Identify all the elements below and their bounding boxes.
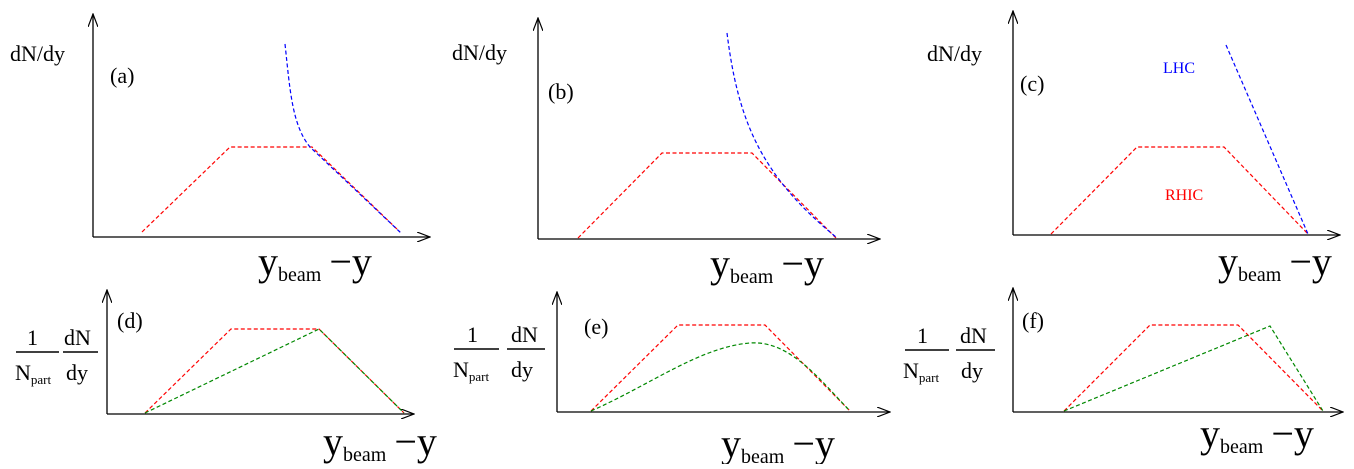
svg-text:dN: dN bbox=[511, 322, 538, 347]
x-axis-label: ybeam −y bbox=[258, 239, 372, 286]
green-curve bbox=[590, 342, 851, 412]
svg-text:1: 1 bbox=[917, 323, 928, 348]
y-axis-label: dN/dy bbox=[927, 41, 982, 66]
green-curve bbox=[1063, 325, 1324, 412]
panel-c: (c) dN/dy ybeam −y LHC RHIC bbox=[927, 11, 1340, 286]
x-axis-label: ybeam −y bbox=[1200, 411, 1314, 458]
panel-a: (a) dN/dy ybeam −y bbox=[10, 14, 430, 286]
panel-label: (b) bbox=[548, 79, 574, 104]
green-curve bbox=[144, 328, 405, 414]
y-axis-label: dN/dy bbox=[452, 40, 507, 65]
svg-text:Npart: Npart bbox=[15, 360, 51, 387]
x-axis-label: ybeam −y bbox=[1218, 239, 1332, 286]
svg-text:dN: dN bbox=[960, 323, 987, 348]
red-curve bbox=[577, 152, 837, 239]
panel-label: (e) bbox=[584, 314, 608, 339]
blue-curve bbox=[1225, 44, 1309, 235]
red-curve bbox=[1050, 146, 1309, 235]
svg-text:dy: dy bbox=[961, 358, 983, 383]
x-axis-label: ybeam −y bbox=[710, 241, 824, 288]
y-axis-label: 1 Npart dN dy bbox=[15, 325, 98, 387]
svg-text:Npart: Npart bbox=[453, 357, 489, 384]
red-curve bbox=[590, 324, 851, 412]
panel-label: (d) bbox=[117, 308, 143, 333]
panel-b: (b) dN/dy ybeam −y bbox=[452, 18, 880, 288]
x-axis-label: ybeam −y bbox=[323, 419, 437, 464]
panel-d: (d) 1 Npart dN dy ybeam −y bbox=[15, 290, 437, 466]
panel-e: (e) 1 Npart dN dy ybeam −y bbox=[453, 292, 890, 468]
panel-label: (c) bbox=[1020, 71, 1044, 96]
svg-text:Npart: Npart bbox=[903, 358, 939, 385]
lhc-label: LHC bbox=[1163, 60, 1195, 77]
red-curve bbox=[1063, 324, 1324, 412]
svg-text:1: 1 bbox=[27, 325, 38, 350]
blue-curve bbox=[726, 32, 837, 238]
svg-text:dN: dN bbox=[64, 325, 91, 350]
y-axis-label: 1 Npart dN dy bbox=[903, 323, 995, 385]
x-axis-label: ybeam −y bbox=[721, 421, 835, 464]
y-axis-label: dN/dy bbox=[10, 41, 65, 66]
panel-f: (f) 1 Npart dN dy ybeam −y bbox=[903, 288, 1343, 458]
red-curve bbox=[141, 146, 401, 233]
y-axis-label: 1 Npart dN dy bbox=[453, 322, 545, 384]
red-curve bbox=[144, 328, 405, 414]
blue-curve bbox=[284, 43, 402, 234]
svg-text:1: 1 bbox=[467, 322, 478, 347]
svg-text:dy: dy bbox=[66, 360, 88, 385]
rhic-label: RHIC bbox=[1165, 187, 1203, 204]
panel-label: (a) bbox=[110, 63, 134, 88]
svg-text:dy: dy bbox=[511, 357, 533, 382]
panel-label: (f) bbox=[1022, 308, 1044, 333]
